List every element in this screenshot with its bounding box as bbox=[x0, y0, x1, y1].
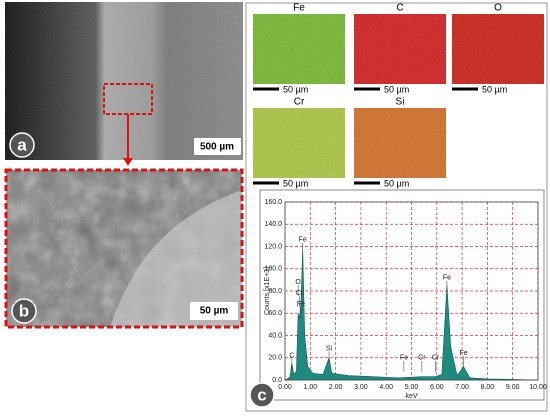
peak-label: Cr bbox=[432, 355, 440, 362]
sem-region bbox=[110, 190, 242, 327]
x-tick-label: 8.00 bbox=[481, 384, 495, 391]
map-texture bbox=[253, 14, 345, 84]
peak-label: Cr bbox=[296, 290, 304, 297]
scale-box bbox=[194, 138, 241, 155]
peak-label: Fe bbox=[297, 301, 305, 308]
y-tick-label: 20.0 bbox=[268, 355, 282, 362]
peak-label: Fe bbox=[400, 355, 408, 362]
scale-label: 50 µm bbox=[482, 84, 507, 94]
x-tick-label: 1.00 bbox=[303, 384, 317, 391]
x-tick-label: 2.00 bbox=[329, 384, 343, 391]
panel-label: a bbox=[17, 135, 27, 154]
sem-texture bbox=[5, 2, 243, 160]
scale-label: 50 µm bbox=[384, 178, 409, 188]
x-tick-label: 7.00 bbox=[455, 384, 469, 391]
peak-label: Fe bbox=[299, 237, 307, 244]
y-tick-label: 100.0 bbox=[264, 266, 282, 273]
y-tick-label: 80.0 bbox=[268, 288, 282, 295]
y-tick-label: 160.0 bbox=[264, 199, 282, 206]
scale-label: 50 µm bbox=[283, 178, 308, 188]
x-tick-label: 0.00 bbox=[278, 384, 292, 391]
panel-label: b bbox=[19, 301, 29, 320]
panel-badge bbox=[11, 298, 37, 324]
x-tick-label: 10.00 bbox=[529, 384, 547, 391]
x-tick-label: 6.00 bbox=[430, 384, 444, 391]
frame bbox=[4, 168, 244, 329]
y-tick-label: 40.0 bbox=[268, 332, 282, 339]
axes-frame bbox=[284, 201, 539, 381]
map-texture bbox=[354, 14, 446, 84]
panel-badge bbox=[249, 382, 275, 408]
y-tick-label: 60.0 bbox=[268, 310, 282, 317]
peak-label: O bbox=[295, 279, 301, 286]
peak-label: Si bbox=[326, 346, 333, 353]
y-tick-label: 140.0 bbox=[264, 221, 282, 228]
peak-label: C bbox=[289, 352, 294, 359]
peak-label: Cr bbox=[418, 355, 426, 362]
map-title: Cr bbox=[294, 97, 305, 108]
scale-label: 500 µm bbox=[200, 142, 234, 153]
map-texture bbox=[452, 14, 544, 84]
scale-label: 50 µm bbox=[283, 84, 308, 94]
map-title: Fe bbox=[293, 3, 305, 14]
panel-badge bbox=[9, 132, 35, 158]
map-title: O bbox=[494, 3, 502, 14]
zoom-arrowhead bbox=[123, 158, 133, 166]
map-texture bbox=[354, 108, 446, 178]
scale-label: 50 µm bbox=[384, 84, 409, 94]
x-axis-label: keV bbox=[405, 393, 417, 400]
peak-label: Fe bbox=[460, 350, 468, 357]
panel-label: c bbox=[257, 385, 266, 404]
scale-label: 50 µm bbox=[200, 306, 229, 317]
y-tick-label: 120.0 bbox=[264, 243, 282, 250]
x-tick-label: 3.00 bbox=[354, 384, 368, 391]
x-tick-label: 5.00 bbox=[405, 384, 419, 391]
scale-box bbox=[190, 302, 238, 320]
x-tick-label: 9.00 bbox=[506, 384, 520, 391]
y-axis-label: Counts [x1E+3] bbox=[264, 267, 271, 315]
peak-label: Fe bbox=[443, 274, 451, 281]
x-tick-label: 4.00 bbox=[379, 384, 393, 391]
spectrum bbox=[284, 248, 539, 381]
map-texture bbox=[253, 108, 345, 178]
map-title: Si bbox=[396, 97, 405, 108]
y-tick-label: 0.0 bbox=[272, 377, 282, 384]
map-title: C bbox=[396, 3, 403, 14]
